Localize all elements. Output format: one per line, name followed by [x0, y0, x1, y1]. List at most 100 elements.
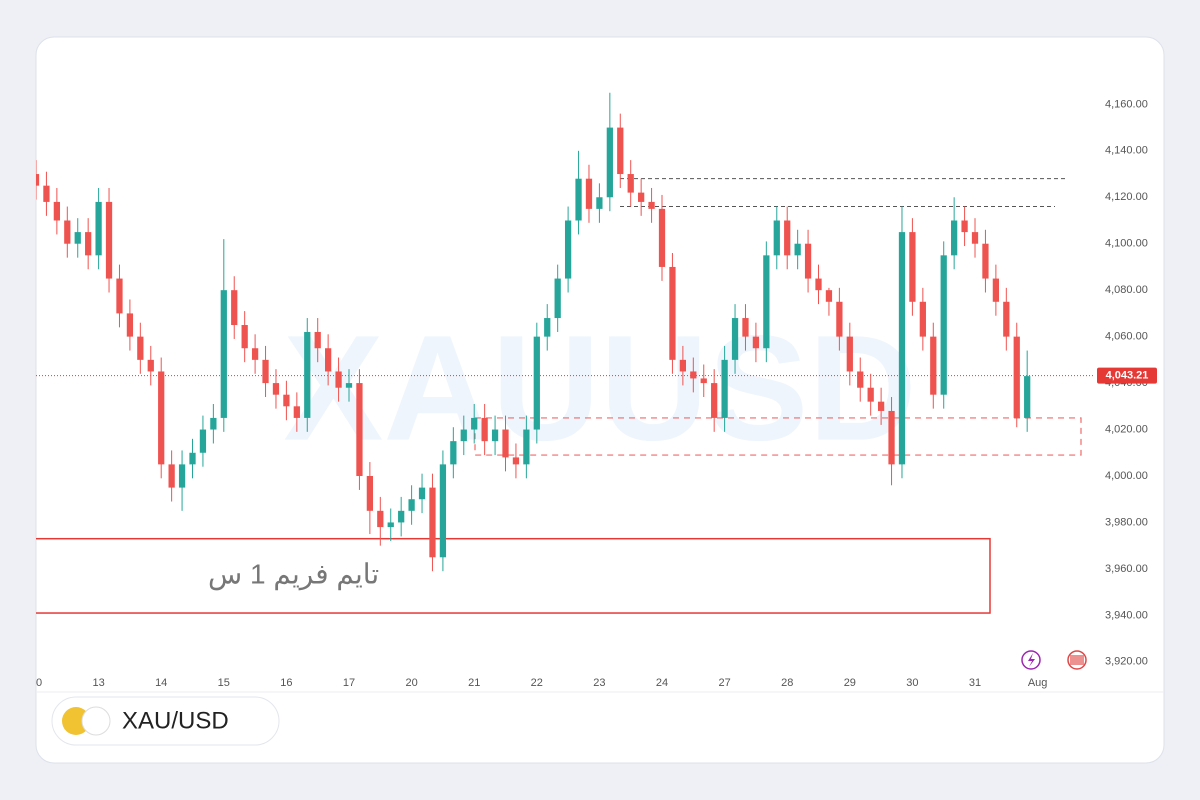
- candle-body: [669, 266, 676, 360]
- candle-body: [857, 371, 864, 388]
- candle-body: [951, 220, 958, 256]
- y-tick-label: 4,000.00: [1105, 470, 1148, 482]
- zone: [474, 417, 1082, 456]
- gold-icon: [62, 707, 90, 735]
- candle-body: [168, 464, 175, 488]
- card: [35, 36, 1165, 764]
- y-tick-label: 4,140.00: [1105, 145, 1148, 157]
- x-tick-label: 23: [593, 677, 605, 689]
- candle-body: [387, 522, 394, 528]
- flag: [1070, 655, 1084, 665]
- candle-body: [971, 232, 979, 244]
- candle-body: [126, 313, 134, 337]
- candle-body: [36, 174, 40, 186]
- candle-body: [742, 318, 749, 337]
- y-tick-label: 4,100.00: [1105, 238, 1148, 250]
- candle-body: [617, 127, 624, 175]
- candle-body: [481, 417, 488, 442]
- candle-body: [564, 220, 572, 279]
- candle-body: [794, 243, 801, 256]
- candle-body: [335, 371, 342, 388]
- candle-body: [418, 487, 426, 500]
- candle-body: [502, 429, 509, 458]
- y-tick-label: 4,120.00: [1105, 191, 1148, 203]
- watermark: XAUUSD: [283, 304, 916, 472]
- candle-body: [356, 383, 363, 476]
- candle-body: [784, 220, 791, 256]
- candle-body: [575, 178, 582, 221]
- candle-body: [919, 301, 926, 337]
- candle-body: [961, 220, 968, 233]
- x-tick-label: 31: [969, 677, 981, 689]
- candle-body: [74, 232, 81, 244]
- x-tick-label: 14: [155, 677, 167, 689]
- y-tick-label: 3,960.00: [1105, 563, 1148, 575]
- y-tick-label: 3,980.00: [1105, 516, 1148, 528]
- candle-body: [105, 201, 113, 279]
- candle-body: [314, 331, 321, 349]
- candle-body: [283, 394, 290, 407]
- x-tick-label: 30: [906, 677, 918, 689]
- candle-body: [940, 255, 947, 395]
- candle-body: [241, 325, 248, 349]
- candle-body: [658, 208, 666, 267]
- candle-body: [116, 278, 123, 314]
- candle-body: [210, 417, 217, 430]
- candle-body: [804, 243, 812, 279]
- x-tick-label: 13: [92, 677, 104, 689]
- candle-body: [408, 499, 415, 511]
- candle-body: [877, 401, 885, 411]
- candle-body: [638, 192, 645, 202]
- y-tick-label: 4,080.00: [1105, 284, 1148, 296]
- candle-body: [85, 232, 92, 256]
- candle-body: [815, 278, 822, 291]
- x-tick-label: 10: [30, 677, 42, 689]
- candle-body: [982, 243, 989, 279]
- event-icon[interactable]: [1021, 650, 1041, 670]
- candle-body: [178, 464, 186, 488]
- x-tick-label: 27: [718, 677, 730, 689]
- candle-body: [648, 201, 655, 209]
- candle-body: [199, 429, 207, 453]
- candle-body: [1003, 301, 1010, 337]
- candle-body: [345, 383, 353, 388]
- usd-icon: [81, 706, 111, 736]
- candle-body: [304, 331, 311, 418]
- candle-body: [366, 475, 374, 511]
- x-tick-label: 29: [844, 677, 856, 689]
- candle-body: [554, 278, 561, 319]
- candle-body: [930, 336, 937, 395]
- candle-body: [992, 278, 1000, 302]
- candle-body: [825, 290, 833, 302]
- candle-body: [512, 457, 520, 465]
- candle-body: [231, 290, 238, 326]
- last-price-box: [1097, 367, 1157, 384]
- x-tick-label: 28: [781, 677, 793, 689]
- x-tick-label: 16: [280, 677, 292, 689]
- candle-body: [606, 127, 613, 198]
- candle-body: [731, 318, 739, 360]
- candle-body: [700, 378, 707, 384]
- candle-body: [585, 178, 593, 209]
- candle-body: [460, 429, 467, 442]
- candle-body: [836, 301, 843, 337]
- candle-body: [43, 185, 50, 202]
- candle-body: [147, 359, 154, 372]
- candle-body: [1013, 336, 1020, 418]
- lightning: [1028, 653, 1035, 667]
- candle-body: [1024, 376, 1031, 418]
- candle-body: [898, 232, 906, 465]
- candle-body: [95, 201, 102, 256]
- candle-body: [64, 220, 71, 244]
- candle-body: [450, 441, 457, 465]
- candle-body: [523, 429, 530, 465]
- symbol-pill[interactable]: [51, 696, 280, 746]
- candle-body: [251, 348, 259, 360]
- candle-body: [711, 383, 718, 418]
- candle-body: [752, 336, 760, 349]
- symbol: XAU/USD: [122, 707, 229, 734]
- candle-body: [627, 174, 634, 193]
- candle-body: [429, 487, 436, 558]
